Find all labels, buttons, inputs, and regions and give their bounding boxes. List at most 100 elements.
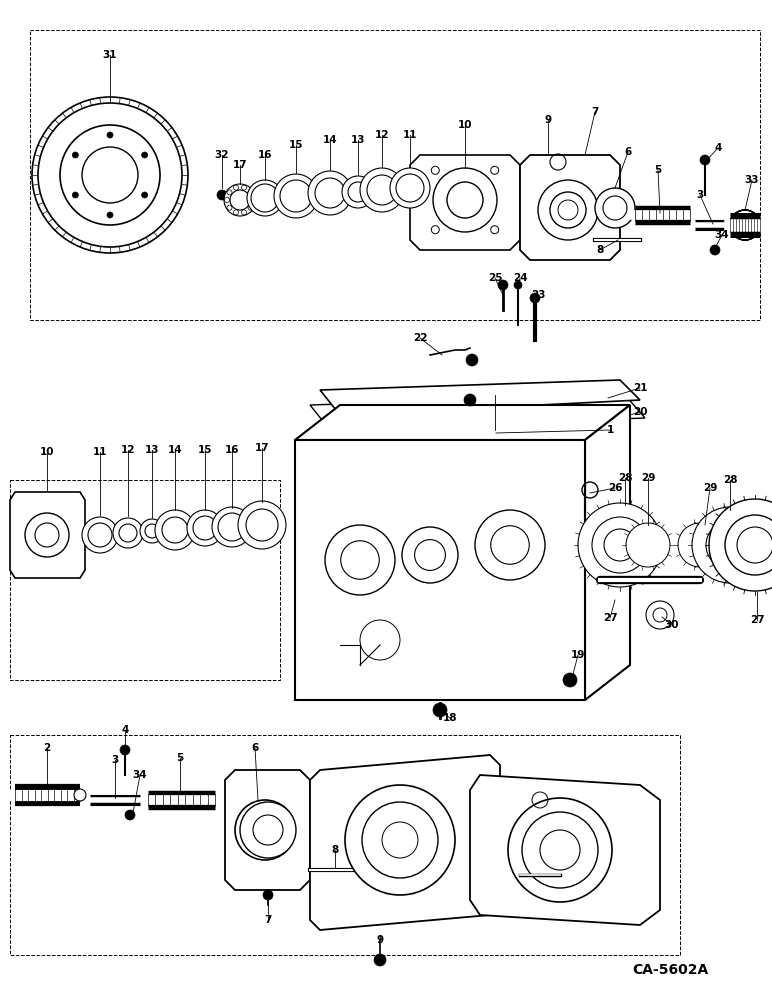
Text: 25: 25: [488, 273, 503, 283]
Polygon shape: [225, 770, 310, 890]
Polygon shape: [410, 155, 520, 250]
Text: 32: 32: [215, 150, 229, 160]
Text: 20: 20: [633, 407, 647, 417]
Text: 12: 12: [120, 445, 135, 455]
Text: 8: 8: [331, 845, 339, 855]
Circle shape: [595, 188, 635, 228]
Text: 13: 13: [350, 135, 365, 145]
Text: 5: 5: [176, 753, 184, 763]
Circle shape: [187, 510, 223, 546]
Circle shape: [308, 171, 352, 215]
Circle shape: [38, 103, 182, 247]
Text: 10: 10: [458, 120, 472, 130]
Circle shape: [74, 789, 86, 801]
Text: 19: 19: [571, 650, 585, 660]
Circle shape: [212, 507, 252, 547]
Circle shape: [678, 523, 722, 567]
Text: 9: 9: [377, 935, 384, 945]
Text: 17: 17: [232, 160, 247, 170]
Polygon shape: [295, 405, 630, 440]
Text: 31: 31: [103, 50, 117, 60]
Circle shape: [706, 521, 754, 569]
Text: 15: 15: [198, 445, 212, 455]
Text: 16: 16: [258, 150, 273, 160]
Text: 7: 7: [264, 915, 272, 925]
Text: 2: 2: [43, 743, 51, 753]
Text: 27: 27: [603, 613, 618, 623]
Circle shape: [700, 155, 710, 165]
Circle shape: [224, 184, 256, 216]
Circle shape: [433, 703, 447, 717]
Polygon shape: [310, 755, 500, 930]
Circle shape: [563, 673, 577, 687]
Circle shape: [508, 798, 612, 902]
Circle shape: [725, 515, 772, 575]
Text: 30: 30: [665, 620, 679, 630]
Text: 22: 22: [413, 333, 427, 343]
Text: 5: 5: [655, 165, 662, 175]
Text: 23: 23: [531, 290, 545, 300]
Circle shape: [263, 890, 273, 900]
Circle shape: [345, 785, 455, 895]
Text: 28: 28: [723, 475, 737, 485]
Circle shape: [73, 152, 79, 158]
Circle shape: [514, 281, 522, 289]
Text: 24: 24: [513, 273, 527, 283]
Text: 33: 33: [745, 175, 759, 185]
Text: 27: 27: [750, 615, 764, 625]
Circle shape: [82, 517, 118, 553]
Circle shape: [107, 132, 113, 138]
Text: 34: 34: [715, 230, 730, 240]
Text: CA-5602A: CA-5602A: [631, 963, 708, 977]
Circle shape: [113, 518, 143, 548]
Circle shape: [530, 293, 540, 303]
Bar: [10, 735, 680, 955]
Circle shape: [646, 601, 674, 629]
Text: 18: 18: [443, 713, 457, 723]
Polygon shape: [470, 775, 660, 925]
Text: 6: 6: [625, 147, 631, 157]
Bar: [30, 30, 760, 320]
Text: 29: 29: [641, 473, 655, 483]
Text: 7: 7: [591, 107, 599, 117]
Polygon shape: [310, 395, 645, 430]
Text: 11: 11: [93, 447, 107, 457]
Text: 13: 13: [145, 445, 159, 455]
Text: 21: 21: [633, 383, 647, 393]
Circle shape: [25, 513, 69, 557]
Text: 15: 15: [289, 140, 303, 150]
Bar: [10, 480, 280, 680]
Circle shape: [247, 180, 283, 216]
Circle shape: [709, 499, 772, 591]
Text: 1: 1: [606, 425, 614, 435]
Circle shape: [374, 954, 386, 966]
Text: 28: 28: [618, 473, 632, 483]
Circle shape: [390, 168, 430, 208]
Circle shape: [710, 245, 720, 255]
Text: 14: 14: [168, 445, 182, 455]
Polygon shape: [585, 405, 630, 700]
Circle shape: [402, 527, 458, 583]
Text: 3: 3: [111, 755, 119, 765]
Circle shape: [141, 152, 147, 158]
Circle shape: [592, 517, 648, 573]
Circle shape: [140, 519, 164, 543]
Text: 11: 11: [403, 130, 417, 140]
Circle shape: [120, 745, 130, 755]
Text: 34: 34: [133, 770, 147, 780]
Text: 16: 16: [225, 445, 239, 455]
Circle shape: [464, 394, 476, 406]
Circle shape: [274, 174, 318, 218]
Polygon shape: [520, 155, 620, 260]
Polygon shape: [320, 380, 640, 415]
Text: 10: 10: [39, 447, 54, 457]
Polygon shape: [10, 492, 85, 578]
Text: 4: 4: [121, 725, 129, 735]
Circle shape: [498, 280, 508, 290]
Circle shape: [107, 212, 113, 218]
Circle shape: [82, 147, 138, 203]
Circle shape: [217, 190, 227, 200]
Circle shape: [60, 125, 160, 225]
Circle shape: [235, 800, 295, 860]
Circle shape: [538, 180, 598, 240]
